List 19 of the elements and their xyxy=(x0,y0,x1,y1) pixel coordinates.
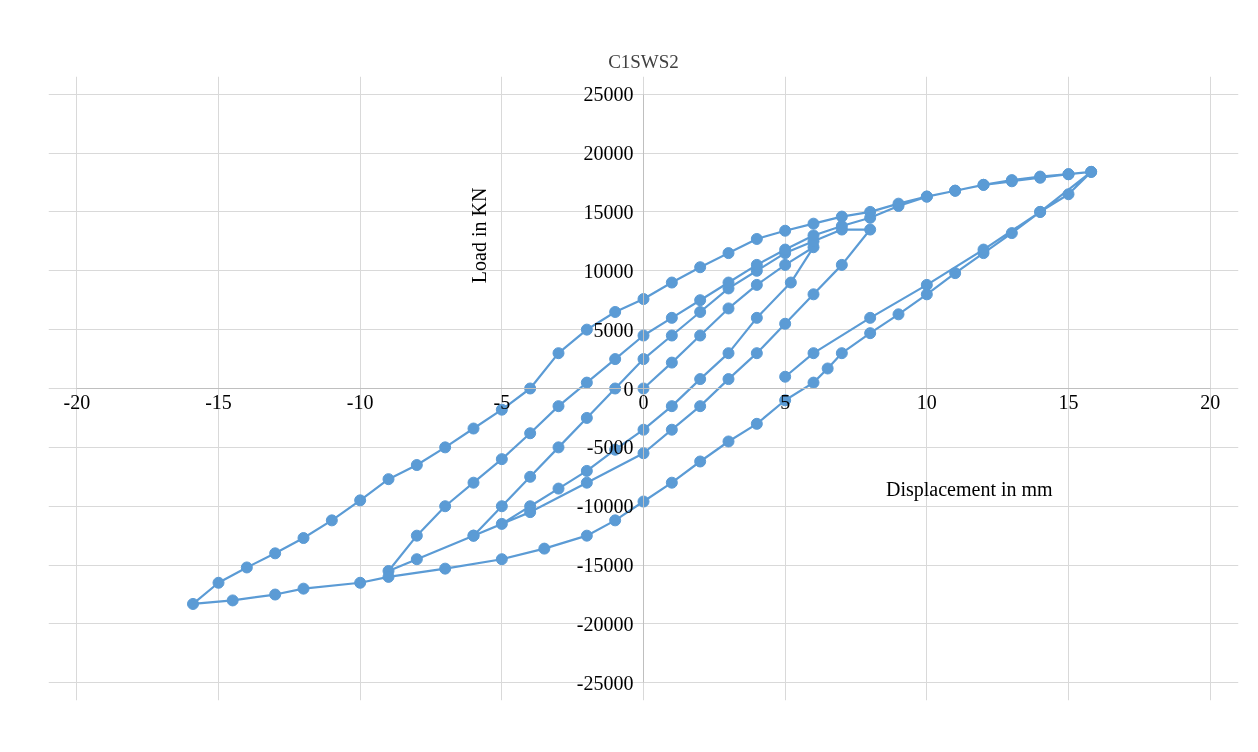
y-tick-label: -25000 xyxy=(576,671,634,694)
x-tick-label: -15 xyxy=(205,390,232,413)
x-tick-label: 15 xyxy=(1058,390,1079,413)
x-tick-label: -20 xyxy=(63,390,91,413)
y-tick-label: 15000 xyxy=(583,200,634,223)
chart-title: C1SWS2 xyxy=(608,50,679,72)
y-tick-label: -15000 xyxy=(576,554,634,577)
y-axis-title: Load in KN xyxy=(468,187,491,284)
x-tick-label: 10 xyxy=(916,390,937,413)
x-tick-label: -10 xyxy=(346,390,374,413)
y-tick-label: 20000 xyxy=(583,142,634,165)
x-tick-label: 0 xyxy=(638,390,649,413)
y-tick-label: 25000 xyxy=(583,83,634,106)
y-tick-label: -10000 xyxy=(576,495,634,518)
x-axis-title: Displacement in mm xyxy=(886,477,1054,501)
x-tick-label: 20 xyxy=(1200,390,1221,413)
y-tick-label: 5000 xyxy=(593,318,634,341)
y-tick-label: 10000 xyxy=(583,259,634,282)
y-tick-label: -20000 xyxy=(576,612,634,635)
